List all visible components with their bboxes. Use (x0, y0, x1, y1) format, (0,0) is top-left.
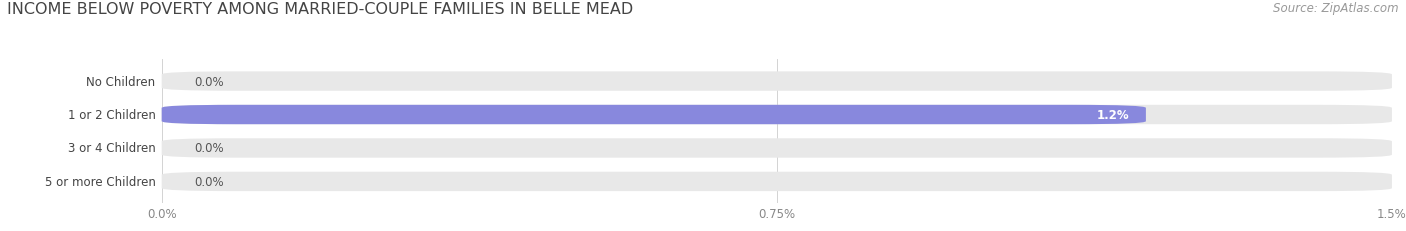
FancyBboxPatch shape (162, 139, 1392, 158)
FancyBboxPatch shape (162, 105, 1392, 125)
FancyBboxPatch shape (162, 172, 1392, 191)
Text: Source: ZipAtlas.com: Source: ZipAtlas.com (1274, 2, 1399, 15)
Text: 5 or more Children: 5 or more Children (45, 175, 156, 188)
Text: INCOME BELOW POVERTY AMONG MARRIED-COUPLE FAMILIES IN BELLE MEAD: INCOME BELOW POVERTY AMONG MARRIED-COUPL… (7, 2, 633, 17)
Text: 0.0%: 0.0% (194, 142, 224, 155)
Text: 1 or 2 Children: 1 or 2 Children (67, 109, 156, 122)
Text: 3 or 4 Children: 3 or 4 Children (67, 142, 156, 155)
Text: No Children: No Children (86, 75, 156, 88)
Text: 1.2%: 1.2% (1097, 109, 1129, 122)
Text: 0.0%: 0.0% (194, 75, 224, 88)
Text: 0.0%: 0.0% (194, 175, 224, 188)
FancyBboxPatch shape (162, 105, 1146, 125)
FancyBboxPatch shape (162, 72, 1392, 91)
